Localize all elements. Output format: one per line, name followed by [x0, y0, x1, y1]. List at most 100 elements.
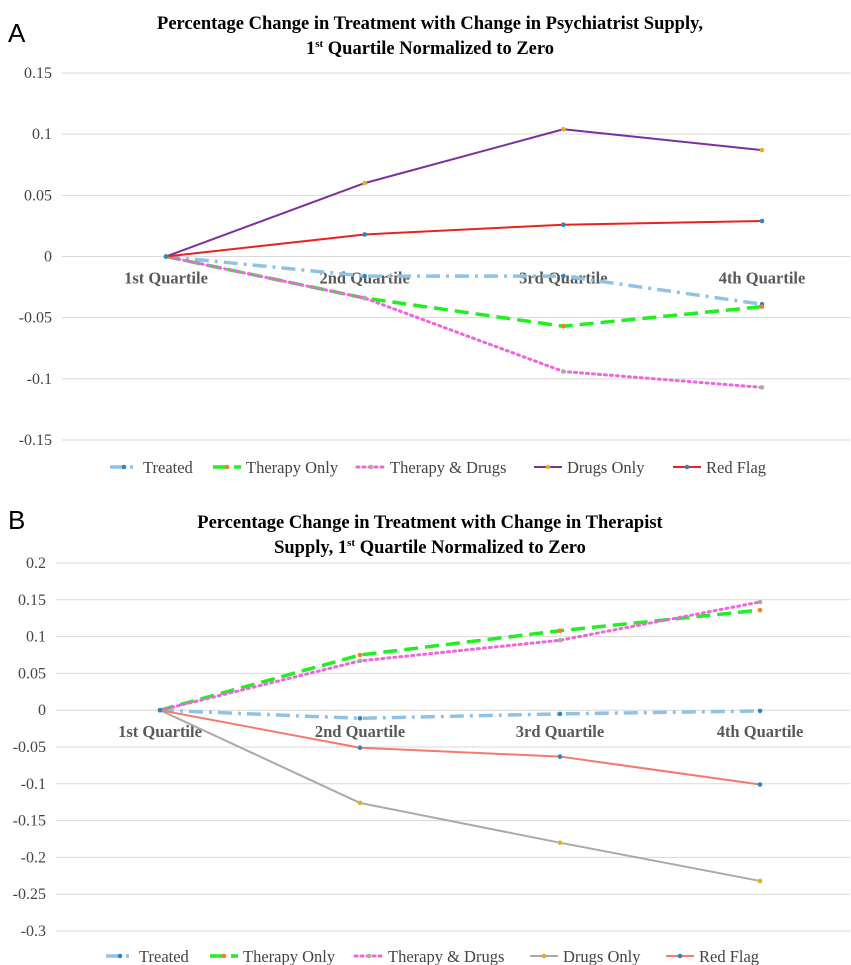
data-point — [163, 254, 169, 259]
data-point — [362, 295, 367, 301]
data-point — [757, 878, 763, 884]
series-line-therapy-only — [159, 608, 761, 712]
x-category-label: 4th Quartile — [719, 269, 806, 288]
data-point — [357, 652, 363, 658]
y-tick-label: -0.25 — [13, 886, 46, 903]
data-point — [362, 180, 367, 186]
data-point — [157, 707, 163, 713]
y-tick-label: 0.1 — [26, 629, 46, 646]
y-tick-label: 0.05 — [18, 665, 46, 682]
data-point — [759, 147, 765, 153]
legend-marker — [684, 464, 690, 470]
data-point — [561, 323, 566, 329]
chart-title-a-line1: Percentage Change in Treatment with Chan… — [157, 14, 703, 34]
legend-label: Treated — [139, 947, 190, 965]
legend-marker — [366, 953, 372, 959]
legend-marker — [117, 953, 123, 959]
legend-label: Therapy & Drugs — [390, 458, 506, 477]
chart-panel-a: A Percentage Change in Treatment with Ch… — [8, 14, 850, 477]
legend-label: Therapy Only — [243, 947, 336, 965]
data-point — [759, 218, 765, 224]
chart-title-b-line2-sup: st — [347, 537, 356, 549]
x-category-label: 1st Quartile — [118, 722, 202, 741]
y-tick-label: -0.3 — [21, 923, 46, 940]
legend-marker — [121, 464, 127, 470]
series-line-treated — [159, 708, 761, 721]
y-tick-label: -0.15 — [13, 813, 46, 830]
legend-marker — [221, 953, 227, 959]
legend-label: Therapy & Drugs — [388, 947, 504, 965]
y-tick-label: 0.15 — [18, 592, 46, 609]
series-line-drugs-only — [165, 128, 763, 258]
series-line-therapy-drugs — [164, 255, 764, 389]
y-tick-label: 0 — [38, 702, 46, 719]
legend-marker — [545, 464, 551, 470]
data-point — [557, 637, 563, 643]
x-category-label: 1st Quartile — [124, 269, 208, 288]
legend-label: Therapy Only — [246, 458, 339, 477]
data-point — [557, 754, 563, 759]
y-tick-label: -0.05 — [13, 739, 46, 756]
panel-label-a: A — [8, 18, 26, 48]
chart-title-b-line1: Percentage Change in Treatment with Chan… — [197, 513, 663, 533]
chart-title-a: Percentage Change in Treatment with Chan… — [60, 14, 800, 59]
data-point — [362, 273, 367, 279]
y-tick-label: 0.05 — [24, 187, 52, 204]
series-line-treated — [165, 254, 763, 306]
legend-marker — [677, 953, 683, 959]
chart-title-b: Percentage Change in Treatment with Chan… — [60, 513, 800, 558]
data-point — [357, 715, 363, 721]
series-line-drugs-only — [159, 709, 761, 882]
data-point — [561, 273, 566, 279]
series-line-red-flag — [159, 709, 761, 786]
chart-title-a-line2-suffix: Quartile Normalized to Zero — [323, 39, 555, 60]
data-point — [557, 840, 563, 845]
data-point — [557, 628, 563, 634]
legend-label: Drugs Only — [563, 947, 641, 965]
chart-title-b-line2-suffix: Quartile Normalized to Zero — [355, 538, 586, 559]
data-point — [357, 800, 363, 806]
data-point — [757, 782, 763, 787]
legend-label: Drugs Only — [567, 458, 645, 477]
y-tick-label: -0.1 — [21, 776, 46, 793]
x-category-label: 4th Quartile — [717, 722, 804, 741]
legend-label: Red Flag — [706, 458, 766, 477]
legend-label: Red Flag — [699, 947, 759, 965]
chart-title-a-line2-prefix: 1 — [305, 39, 316, 60]
data-point — [357, 745, 363, 751]
y-tick-label: -0.15 — [19, 432, 52, 449]
y-tick-label: -0.1 — [27, 371, 52, 388]
y-tick-label: 0.1 — [32, 126, 52, 143]
data-point — [757, 599, 763, 605]
data-point — [757, 708, 763, 714]
y-tick-label: 0 — [44, 249, 52, 266]
data-point — [759, 385, 765, 390]
legend-marker — [224, 464, 230, 470]
y-tick-label: 0.2 — [26, 555, 46, 572]
data-point — [561, 369, 566, 374]
y-tick-label: -0.05 — [19, 310, 52, 327]
data-point — [357, 658, 363, 664]
data-point — [759, 304, 765, 309]
x-category-label: 2nd Quartile — [315, 722, 405, 741]
chart-title-b-line2-prefix: Supply, 1 — [274, 538, 348, 559]
series-line-therapy-drugs — [158, 600, 762, 712]
y-tick-label: 0.15 — [24, 65, 52, 82]
data-point — [561, 222, 566, 227]
data-point — [557, 711, 563, 717]
y-tick-label: -0.2 — [21, 849, 46, 866]
legend-marker — [541, 953, 547, 959]
panel-label-b: B — [8, 505, 26, 535]
series-line-therapy-only — [165, 254, 763, 328]
data-point — [561, 126, 566, 132]
x-category-label: 3rd Quartile — [516, 722, 604, 741]
data-point — [757, 607, 763, 613]
legend-marker — [368, 464, 374, 470]
chart-svg-b: 0.2 0.15 0.1 0.05 0 -0.05 -0.1 -0.15 -0.2 -0.25 -0… — [13, 555, 850, 965]
data-point — [362, 232, 367, 237]
legend-label: Treated — [143, 458, 194, 477]
series-line-red-flag — [165, 220, 763, 258]
chart-panel-b: B Percentage Change in Treatment with Ch… — [0, 483, 851, 965]
chart-title-a-line2-sup: st — [315, 38, 324, 50]
